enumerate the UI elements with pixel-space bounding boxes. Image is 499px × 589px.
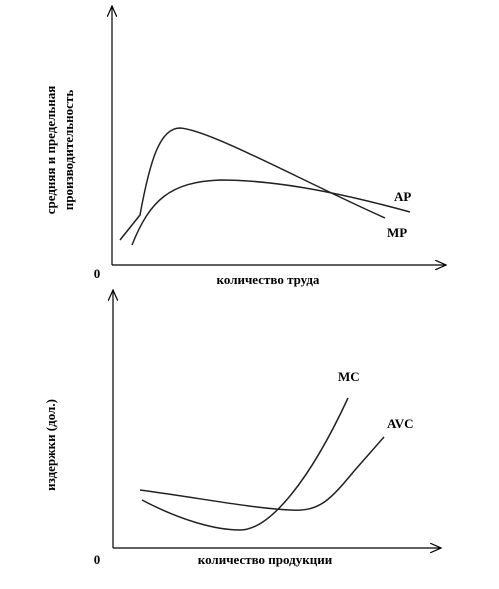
curve-label: AP (394, 189, 411, 204)
bottom-chart: издержки (дол.) 0 количество продукции M… (43, 290, 441, 567)
curve (141, 397, 349, 531)
x-label: количество продукции (198, 552, 333, 567)
curve (119, 127, 386, 241)
curve-label: AVC (387, 416, 414, 431)
curve (131, 179, 411, 246)
origin-label: 0 (94, 266, 101, 281)
origin-label: 0 (94, 552, 101, 567)
y-label: производительность (61, 90, 76, 211)
curve (139, 436, 385, 511)
curve-label: MP (387, 225, 407, 240)
y-label: средняя и предельная (43, 86, 58, 215)
y-label: издержки (дол.) (43, 399, 58, 491)
curve-label: MC (338, 369, 360, 384)
x-label: количество труда (217, 272, 320, 287)
top-chart: средняя и предельная производительность … (43, 6, 446, 287)
